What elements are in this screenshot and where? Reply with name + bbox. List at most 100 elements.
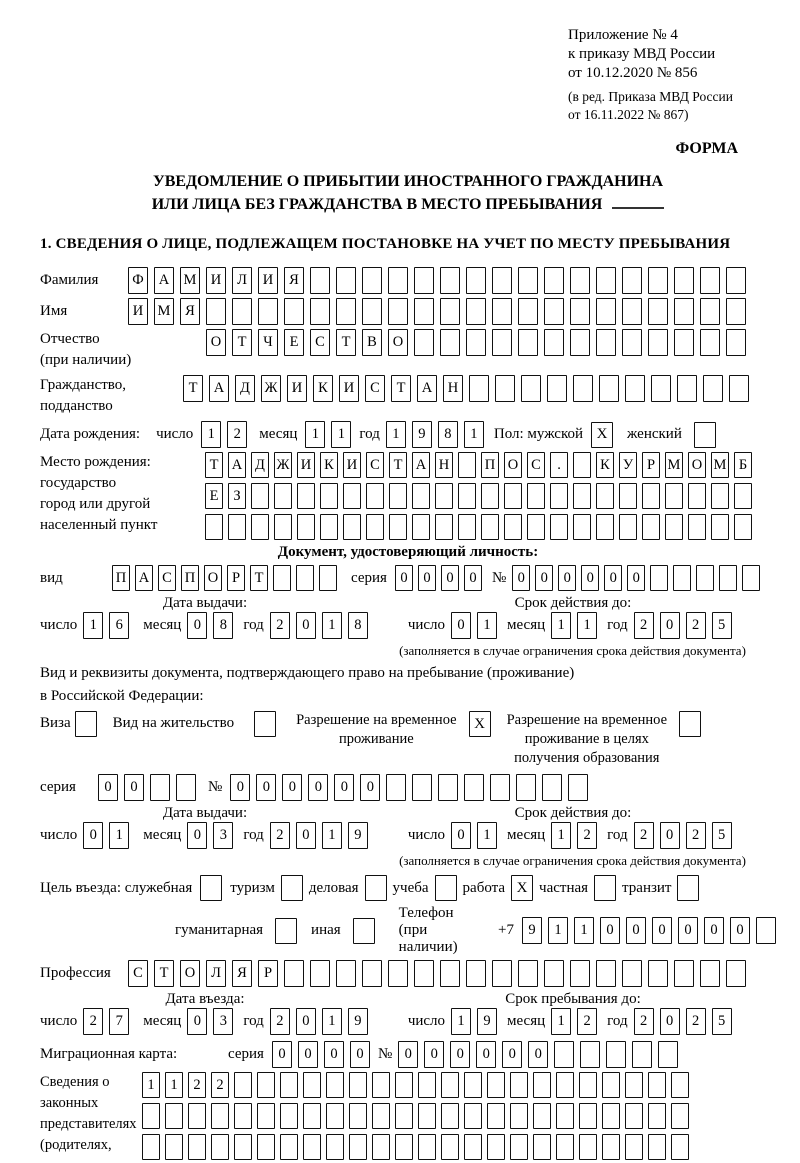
char-box[interactable]: А [412, 452, 430, 478]
char-box[interactable] [579, 1072, 597, 1098]
char-box[interactable]: С [527, 452, 545, 478]
char-box[interactable] [440, 329, 460, 356]
char-box[interactable]: 0 [187, 612, 208, 639]
char-box[interactable] [362, 298, 382, 325]
char-box[interactable] [257, 1072, 275, 1098]
purpose-work-checkbox[interactable]: X [511, 875, 534, 901]
char-box[interactable] [440, 298, 460, 325]
char-box[interactable] [418, 1134, 436, 1160]
char-box[interactable] [688, 483, 706, 509]
char-box[interactable] [544, 960, 564, 987]
char-box[interactable] [412, 483, 430, 509]
char-box[interactable]: К [313, 375, 333, 402]
char-box[interactable] [510, 1072, 528, 1098]
char-box[interactable] [142, 1103, 160, 1129]
char-box[interactable] [441, 1103, 459, 1129]
char-box[interactable] [303, 1103, 321, 1129]
char-box[interactable] [165, 1134, 183, 1160]
char-box[interactable]: И [287, 375, 307, 402]
char-box[interactable] [650, 565, 669, 591]
char-box[interactable] [273, 565, 291, 591]
char-box[interactable] [310, 960, 330, 987]
char-box[interactable] [441, 1134, 459, 1160]
char-box[interactable] [719, 565, 738, 591]
char-box[interactable]: 0 [323, 1041, 344, 1068]
char-box[interactable] [349, 1134, 367, 1160]
char-box[interactable] [310, 267, 330, 294]
char-box[interactable]: . [550, 452, 568, 478]
char-box[interactable]: 0 [600, 917, 620, 944]
char-box[interactable] [596, 483, 614, 509]
char-box[interactable]: 0 [308, 774, 329, 801]
char-box[interactable] [372, 1072, 390, 1098]
char-box[interactable]: О [504, 452, 522, 478]
char-box[interactable]: 2 [269, 822, 290, 849]
char-box[interactable] [326, 1103, 344, 1129]
char-box[interactable] [490, 774, 511, 801]
char-box[interactable] [504, 483, 522, 509]
representatives-line3[interactable] [142, 1134, 689, 1160]
char-box[interactable] [556, 1134, 574, 1160]
char-box[interactable] [602, 1072, 620, 1098]
char-box[interactable]: С [366, 452, 384, 478]
purpose-private-checkbox[interactable] [594, 875, 617, 901]
char-box[interactable] [414, 960, 434, 987]
char-box[interactable] [533, 1134, 551, 1160]
char-box[interactable]: Ч [258, 329, 278, 356]
char-box[interactable] [674, 267, 694, 294]
char-box[interactable]: 1 [331, 421, 352, 448]
char-box[interactable]: О [204, 565, 222, 591]
char-box[interactable]: 0 [604, 565, 623, 591]
char-box[interactable] [395, 1072, 413, 1098]
char-box[interactable] [671, 1072, 689, 1098]
char-box[interactable]: А [135, 565, 153, 591]
char-box[interactable]: 0 [678, 917, 698, 944]
char-box[interactable] [518, 960, 538, 987]
char-box[interactable]: 1 [451, 1008, 472, 1035]
char-box[interactable] [602, 1103, 620, 1129]
char-box[interactable] [386, 774, 407, 801]
char-box[interactable] [343, 514, 361, 540]
char-box[interactable]: 1 [142, 1072, 160, 1098]
char-box[interactable]: Н [435, 452, 453, 478]
char-box[interactable] [234, 1072, 252, 1098]
char-box[interactable] [573, 483, 591, 509]
char-box[interactable] [211, 1103, 229, 1129]
char-box[interactable]: 2 [633, 612, 654, 639]
char-box[interactable] [648, 1072, 666, 1098]
char-box[interactable] [542, 774, 563, 801]
char-box[interactable]: 1 [321, 1008, 342, 1035]
char-box[interactable] [336, 960, 356, 987]
char-box[interactable] [388, 298, 408, 325]
char-box[interactable]: К [596, 452, 614, 478]
char-box[interactable]: З [228, 483, 246, 509]
char-box[interactable]: Т [154, 960, 174, 987]
char-box[interactable]: 2 [577, 822, 598, 849]
char-box[interactable]: 0 [295, 612, 316, 639]
char-box[interactable] [570, 267, 590, 294]
char-box[interactable]: Р [642, 452, 660, 478]
char-box[interactable]: Л [206, 960, 226, 987]
char-box[interactable] [492, 960, 512, 987]
char-box[interactable] [674, 329, 694, 356]
char-box[interactable] [466, 329, 486, 356]
char-box[interactable]: 0 [349, 1041, 370, 1068]
char-box[interactable]: 1 [551, 612, 572, 639]
char-box[interactable]: 8 [437, 421, 458, 448]
purpose-business-checkbox[interactable] [364, 875, 387, 901]
char-box[interactable] [516, 774, 537, 801]
char-box[interactable]: 5 [711, 1008, 732, 1035]
char-box[interactable] [464, 1103, 482, 1129]
char-box[interactable] [296, 565, 314, 591]
char-box[interactable] [622, 267, 642, 294]
purpose-other-checkbox[interactable] [352, 917, 375, 944]
char-box[interactable]: И [343, 452, 361, 478]
char-box[interactable]: 1 [463, 421, 484, 448]
char-box[interactable]: 9 [477, 1008, 498, 1035]
